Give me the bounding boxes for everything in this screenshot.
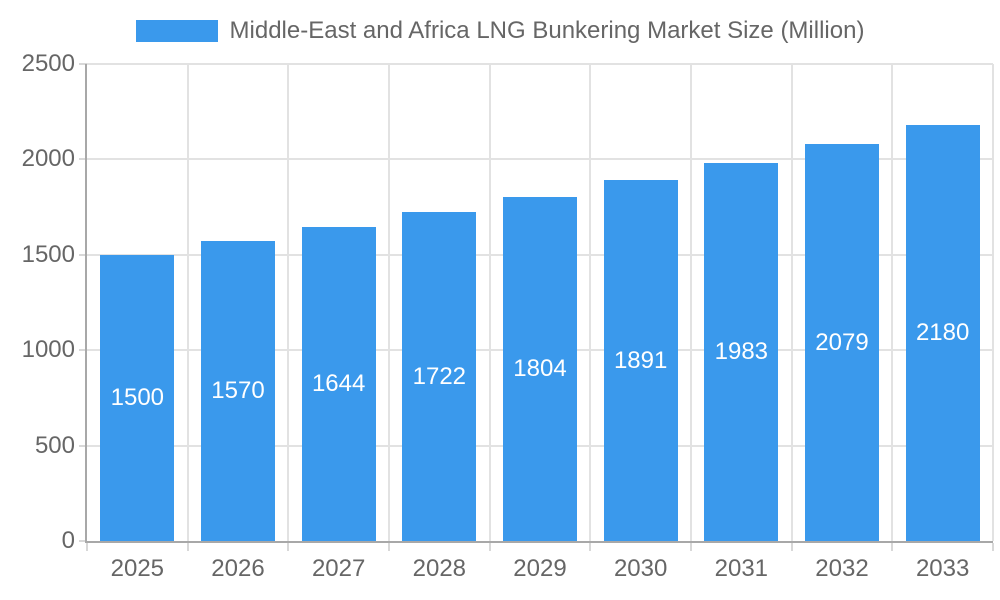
y-axis-label: 1500 xyxy=(21,240,75,268)
x-axis-tick xyxy=(488,543,491,551)
gridline-vertical xyxy=(186,64,189,541)
bar-2026[interactable] xyxy=(201,241,275,541)
bar-2025[interactable] xyxy=(100,254,175,541)
y-axis-tick xyxy=(79,349,87,352)
gridline-horizontal xyxy=(87,63,993,65)
x-axis-tick xyxy=(690,543,692,551)
x-axis-label-2029: 2029 xyxy=(513,555,567,582)
x-axis-label-2026: 2026 xyxy=(211,555,265,582)
x-axis-tick xyxy=(86,543,88,551)
bar-2031[interactable] xyxy=(704,162,779,541)
x-axis-label-2033: 2033 xyxy=(915,555,970,582)
bar-value-label: 1644 xyxy=(311,370,366,398)
gridline-horizontal xyxy=(87,158,993,161)
x-axis-label-2025: 2025 xyxy=(110,555,165,582)
x-axis-tick xyxy=(992,543,994,551)
y-axis-label: 500 xyxy=(34,431,75,459)
y-axis-tick xyxy=(79,158,87,161)
bar-value-label: 1983 xyxy=(714,337,769,365)
legend-item[interactable]: Middle-East and Africa LNG Bunkering Mar… xyxy=(0,17,1000,45)
gridline-vertical xyxy=(589,64,592,541)
x-axis-tick xyxy=(287,543,290,551)
x-axis-label-2028: 2028 xyxy=(412,555,467,582)
bar-value-label: 2079 xyxy=(815,328,869,356)
gridline-vertical xyxy=(690,64,692,541)
bar-value-label: 2180 xyxy=(915,319,970,347)
bar-2032[interactable] xyxy=(805,144,879,541)
bar-value-label: 1804 xyxy=(513,354,567,382)
gridline-vertical xyxy=(388,64,390,541)
y-axis-line xyxy=(85,64,87,543)
y-axis-label: 2500 xyxy=(21,50,75,77)
x-axis-label-2027: 2027 xyxy=(311,555,366,582)
y-axis-tick xyxy=(79,540,87,542)
y-axis-tick xyxy=(79,253,87,256)
x-axis-tick xyxy=(388,543,390,551)
y-axis-tick xyxy=(79,63,87,65)
x-axis-tick xyxy=(790,543,793,551)
bar-2027[interactable] xyxy=(301,227,376,541)
gridline-vertical xyxy=(992,64,994,541)
bar-2029[interactable] xyxy=(503,196,577,541)
x-axis-label-2030: 2030 xyxy=(613,555,668,582)
legend-swatch xyxy=(135,20,218,42)
legend-label: Middle-East and Africa LNG Bunkering Mar… xyxy=(229,17,865,44)
bar-2028[interactable] xyxy=(402,212,477,541)
x-axis-tick xyxy=(589,543,592,551)
bar-value-label: 1500 xyxy=(110,383,165,411)
x-axis-label-2032: 2032 xyxy=(815,555,869,582)
x-axis-line xyxy=(87,541,993,543)
y-axis-tick xyxy=(79,444,87,447)
y-axis-label: 2000 xyxy=(21,145,75,173)
x-axis-tick xyxy=(186,543,189,551)
gridline-vertical xyxy=(891,64,894,541)
bar-2030[interactable] xyxy=(603,180,678,541)
gridline-vertical xyxy=(488,64,491,541)
bar-value-label: 1570 xyxy=(211,377,265,405)
x-axis-label-2031: 2031 xyxy=(714,555,769,582)
bar-value-label: 1891 xyxy=(613,346,668,374)
bar-value-label: 1722 xyxy=(412,362,467,390)
bar-2033[interactable] xyxy=(905,125,980,541)
gridline-vertical xyxy=(287,64,290,541)
gridline-vertical xyxy=(790,64,793,541)
x-axis-tick xyxy=(891,543,894,551)
y-axis-label: 1000 xyxy=(21,336,75,364)
y-axis-label: 0 xyxy=(61,527,75,554)
